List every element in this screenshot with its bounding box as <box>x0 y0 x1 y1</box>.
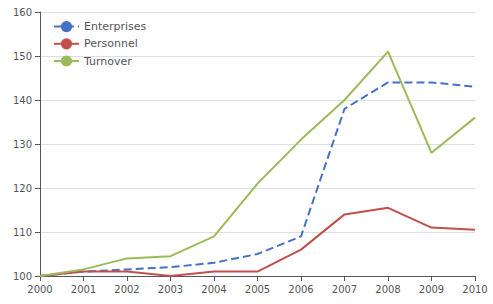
svg-text:Personnel: Personnel <box>84 37 138 50</box>
svg-text:2005: 2005 <box>245 284 270 295</box>
svg-text:120: 120 <box>13 183 32 194</box>
svg-text:100: 100 <box>13 271 32 282</box>
svg-text:2006: 2006 <box>288 284 313 295</box>
svg-text:Turnover: Turnover <box>83 55 132 68</box>
svg-text:2001: 2001 <box>71 284 96 295</box>
svg-text:2004: 2004 <box>201 284 226 295</box>
svg-text:2000: 2000 <box>27 284 52 295</box>
svg-text:2002: 2002 <box>114 284 139 295</box>
svg-text:110: 110 <box>13 227 32 238</box>
svg-text:Enterprises: Enterprises <box>84 20 147 33</box>
svg-text:2007: 2007 <box>332 284 357 295</box>
svg-text:2009: 2009 <box>419 284 444 295</box>
svg-text:2003: 2003 <box>158 284 183 295</box>
svg-text:130: 130 <box>13 139 32 150</box>
svg-text:140: 140 <box>13 95 32 106</box>
svg-text:2008: 2008 <box>375 284 400 295</box>
svg-text:150: 150 <box>13 51 32 62</box>
svg-text:2010: 2010 <box>462 284 487 295</box>
svg-text:160: 160 <box>13 7 32 18</box>
